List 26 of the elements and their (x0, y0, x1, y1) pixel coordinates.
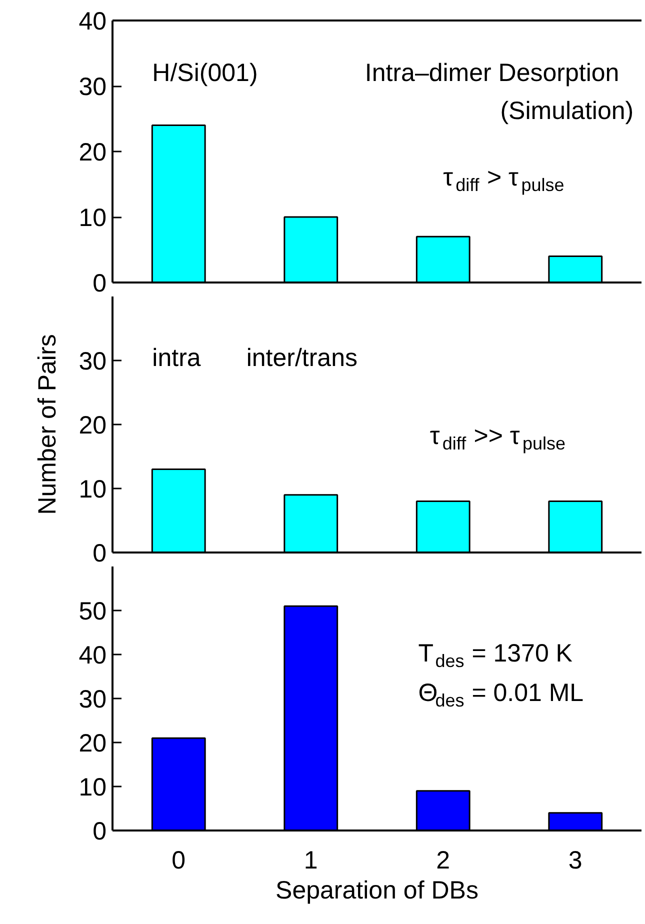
y-tick-label: 10 (78, 774, 107, 802)
annotation: intra (152, 344, 201, 372)
x-axis-title: Separation of DBs (276, 876, 478, 904)
y-tick-label: 10 (78, 476, 107, 504)
x-tick-label: 1 (304, 846, 318, 874)
annotation: H/Si(001) (152, 58, 258, 87)
annotation: inter/trans (246, 344, 358, 372)
y-tick-label: 20 (78, 412, 107, 440)
y-tick-label: 20 (78, 730, 107, 758)
y-tick-label: 30 (78, 348, 107, 376)
x-tick-label: 0 (172, 846, 186, 874)
y-tick-label: 0 (92, 540, 106, 568)
y-tick-label: 10 (78, 204, 107, 232)
y-tick-label: 40 (78, 642, 107, 670)
y-tick-label: 30 (78, 73, 107, 101)
y-axis-title: Number of Pairs (34, 334, 62, 515)
y-tick-label: 50 (78, 598, 107, 626)
annotation: (Simulation) (500, 96, 634, 125)
x-tick-label: 2 (436, 846, 450, 874)
y-tick-label: 40 (78, 8, 107, 36)
x-tick-label: 3 (568, 846, 582, 874)
y-tick-label: 0 (92, 270, 106, 298)
annotation: Intra–dimer Desorption (364, 58, 620, 87)
y-tick-label: 0 (92, 818, 106, 846)
y-tick-label: 20 (78, 138, 107, 166)
y-tick-label: 30 (78, 686, 107, 714)
